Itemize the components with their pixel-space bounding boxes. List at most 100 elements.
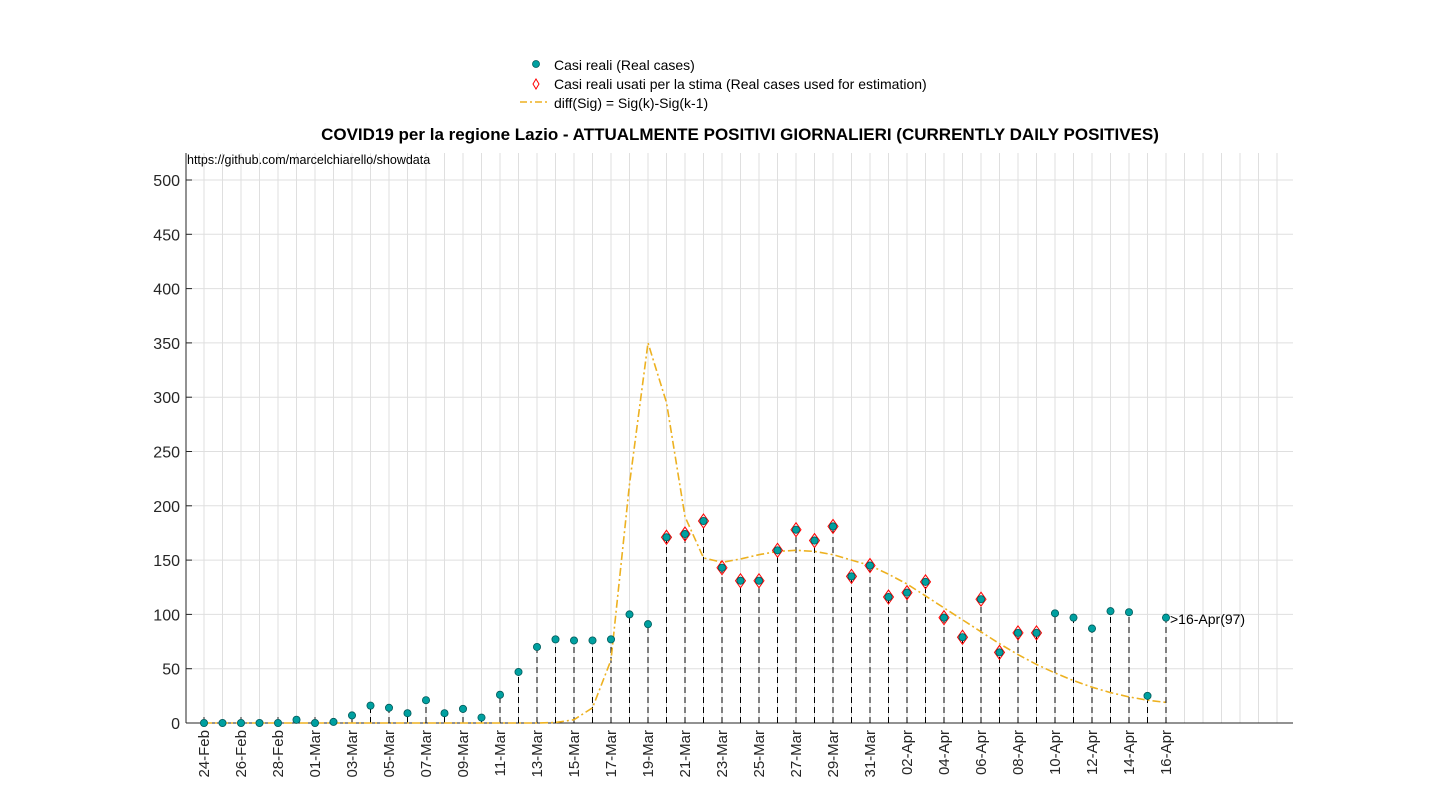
y-tick-label: 400 — [153, 282, 180, 299]
real-case-point — [1162, 613, 1171, 622]
x-tick-label: 09-Mar — [455, 730, 472, 778]
x-tick-label: 27-Mar — [788, 730, 805, 778]
y-tick-label: 0 — [171, 716, 180, 733]
estimation-diamond — [1012, 625, 1024, 641]
estimation-diamond — [882, 589, 895, 605]
real-case-point — [958, 633, 967, 642]
x-tick-label: 03-Mar — [344, 730, 361, 778]
real-case-point — [1106, 607, 1115, 616]
x-tick-label: 29-Mar — [825, 730, 842, 778]
x-tick-label: 04-Apr — [936, 730, 953, 775]
x-tick-label: 14-Apr — [1121, 730, 1138, 775]
real-case-point — [255, 719, 264, 728]
real-case-point — [699, 517, 708, 526]
y-tick-label: 250 — [153, 445, 180, 462]
real-case-point — [866, 561, 875, 570]
x-tick-label: 12-Apr — [1084, 730, 1101, 775]
real-case-point — [292, 715, 301, 724]
y-tick-label: 150 — [153, 553, 180, 570]
real-case-point — [236, 719, 245, 728]
legend-circle-marker — [532, 60, 540, 68]
real-case-point — [940, 613, 949, 622]
real-case-point — [1088, 624, 1097, 633]
real-case-point — [514, 667, 523, 676]
real-case-point — [995, 648, 1004, 657]
real-case-point — [773, 546, 782, 555]
real-case-point — [921, 577, 930, 586]
estimation-diamond — [1030, 625, 1043, 641]
estimation-diamond — [919, 573, 932, 590]
real-case-point — [551, 635, 560, 644]
estimation-diamond — [808, 532, 821, 549]
estimation-diamond — [697, 513, 710, 529]
y-tick-label: 100 — [153, 607, 180, 624]
chart-title: COVID19 per la regione Lazio - ATTUALMEN… — [321, 125, 1159, 144]
estimation-diamond — [956, 629, 969, 646]
y-tick-label: 200 — [153, 499, 180, 516]
real-case-point — [1014, 628, 1023, 637]
y-tick-label: 300 — [153, 390, 180, 407]
x-tick-label: 25-Mar — [751, 730, 768, 778]
legend-label-fit: diff(Sig) = Sig(k)-Sig(k-1) — [554, 95, 708, 111]
x-tick-label: 07-Mar — [418, 730, 435, 778]
real-case-point — [1069, 613, 1078, 622]
grid — [186, 153, 1293, 724]
y-tick-labels: 0 50 100 150 200 250 300 350 400 450 500 — [153, 173, 180, 733]
real-case-point — [755, 576, 764, 585]
last-point-annotation: >16-Apr(97) — [1170, 611, 1245, 627]
x-tick-label: 21-Mar — [677, 730, 694, 778]
real-case-point — [903, 588, 912, 597]
real-case-point — [884, 593, 893, 602]
x-tick-label: 05-Mar — [381, 730, 398, 778]
real-case-point — [662, 533, 671, 542]
x-tick-label: 11-Mar — [492, 730, 509, 776]
estimation-diamond — [938, 609, 950, 626]
estimation-diamond — [864, 557, 876, 574]
y-tick-label: 450 — [153, 227, 180, 244]
y-tick-label: 500 — [153, 173, 180, 190]
real-case-point — [403, 709, 412, 718]
real-case-point — [329, 717, 338, 726]
real-case-point — [440, 709, 449, 718]
estimation-diamond — [827, 518, 839, 535]
real-case-point — [1032, 628, 1041, 637]
estimation-diamond — [975, 591, 987, 608]
x-tick-label: 06-Apr — [973, 730, 990, 775]
estimation-diamond — [771, 542, 784, 559]
legend-label-estimation: Casi reali usati per la stima (Real case… — [554, 76, 927, 92]
x-tick-label: 26-Feb — [233, 730, 250, 778]
real-case-point — [625, 610, 634, 619]
x-tick-label: 17-Mar — [603, 730, 620, 778]
x-tick-label: 31-Mar — [862, 730, 879, 778]
x-tick-label: 19-Mar — [640, 730, 657, 778]
real-case-point — [718, 563, 727, 572]
real-case-point — [1051, 609, 1060, 618]
estimation-diamond — [679, 526, 691, 542]
real-case-point — [1125, 608, 1134, 617]
real-case-point — [736, 576, 745, 585]
x-tick-label: 15-Mar — [566, 730, 583, 778]
real-case-point — [273, 719, 282, 728]
estimation-diamond — [993, 644, 1006, 661]
x-tick-label: 02-Apr — [899, 730, 916, 775]
real-case-point — [218, 719, 227, 728]
estimation-diamond — [753, 572, 765, 589]
real-case-point — [1143, 691, 1152, 700]
real-case-point — [792, 525, 801, 534]
estimation-diamond — [845, 568, 858, 585]
real-case-point — [458, 704, 467, 713]
real-case-point — [570, 636, 579, 645]
estimation-diamond — [790, 521, 802, 538]
source-url: https://github.com/marcelchiarello/showd… — [187, 153, 430, 167]
estimation-diamond — [901, 584, 913, 601]
real-case-point — [310, 719, 319, 728]
x-tick-label: 01-Mar — [307, 730, 324, 778]
estimation-diamond — [660, 529, 673, 546]
estimation-diamond — [734, 572, 747, 589]
real-case-point — [533, 642, 542, 651]
legend-label-real: Casi reali (Real cases) — [554, 57, 695, 73]
x-tick-label: 13-Mar — [529, 730, 546, 778]
fit-line — [204, 342, 1167, 724]
real-case-point — [199, 719, 208, 728]
x-tick-label: 28-Feb — [270, 730, 287, 778]
